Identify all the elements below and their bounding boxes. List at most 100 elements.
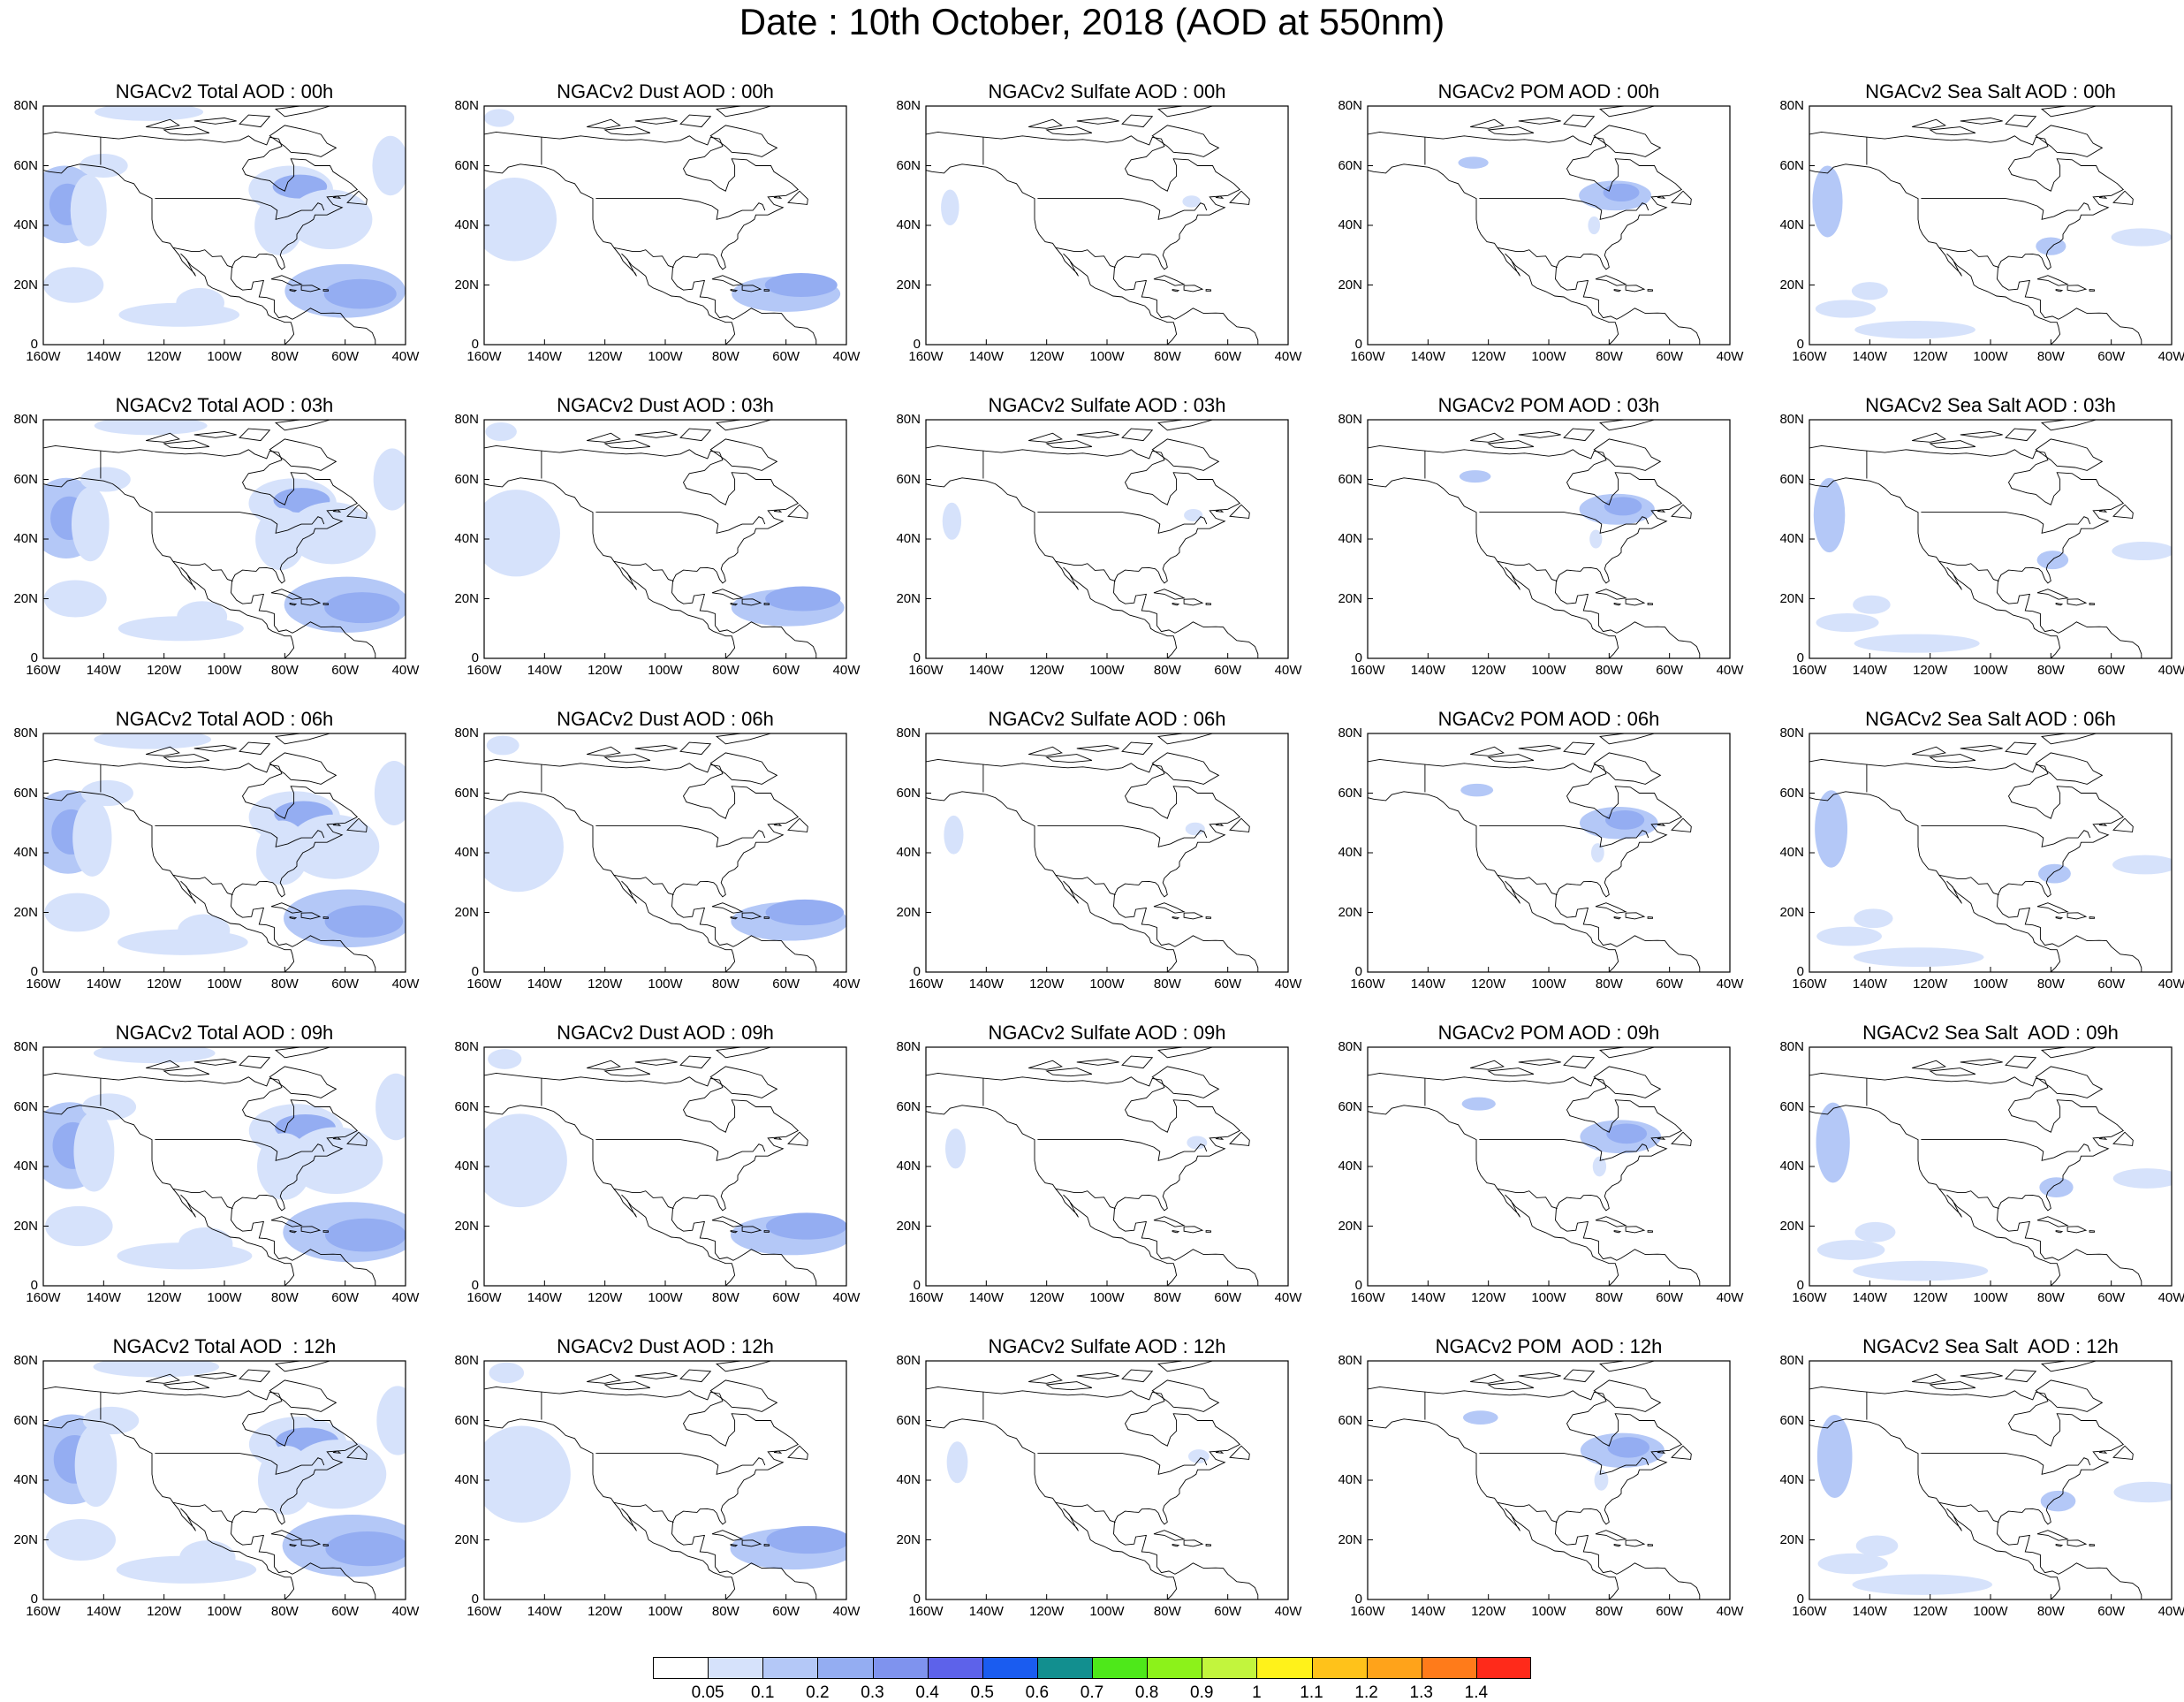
island-outline	[1045, 1068, 1093, 1077]
lon-label: 120W	[147, 663, 182, 678]
map-frame	[1367, 105, 1731, 346]
island-outline	[1028, 1060, 1063, 1070]
island-outline	[270, 589, 303, 600]
island-outline	[787, 1131, 808, 1146]
colorbar-label: 0.7	[1080, 1683, 1104, 1702]
island-outline	[1028, 1373, 1063, 1384]
lon-label: 160W	[908, 976, 944, 992]
panel-title: NGACv2 POM AOD : 09h	[1437, 1022, 1660, 1044]
lon-label: 40W	[2157, 976, 2184, 992]
island-outline	[322, 1230, 329, 1233]
lat-label: 60N	[13, 1412, 38, 1428]
lat-label: 80N	[1338, 412, 1362, 427]
island-outline	[1912, 118, 1946, 129]
island-outline	[1960, 1059, 2003, 1066]
island-outline	[711, 1530, 744, 1541]
aod-map	[42, 733, 406, 973]
island-outline	[1595, 275, 1627, 286]
lon-label: 40W	[391, 1290, 420, 1305]
lon-label: 120W	[1029, 349, 1065, 364]
aod-contour-region	[45, 1205, 113, 1247]
coastline	[484, 1418, 736, 1599]
island-outline	[587, 432, 621, 443]
lat-label: 60N	[1338, 1098, 1362, 1114]
island-outline	[289, 1230, 298, 1234]
island-outline	[1563, 741, 1596, 756]
lat-label: 20N	[896, 904, 921, 920]
island-outline	[1518, 1372, 1561, 1379]
coastline	[926, 477, 1178, 658]
island-outline	[163, 440, 210, 450]
aod-contour-region	[1462, 1410, 1498, 1425]
island-outline	[1121, 428, 1154, 442]
coastline	[1938, 560, 1999, 582]
coastline	[926, 163, 1178, 345]
lon-label: 60W	[772, 1290, 800, 1305]
island-outline	[1215, 1136, 1225, 1140]
lon-label: 40W	[391, 349, 420, 364]
lon-label: 120W	[1471, 349, 1506, 364]
coastline	[1938, 247, 1999, 269]
lat-label: 20N	[454, 590, 479, 606]
island-outline	[1028, 432, 1063, 443]
map-frame	[925, 419, 1289, 659]
panel-title: NGACv2 Dust AOD : 06h	[557, 708, 774, 730]
island-outline	[269, 125, 337, 157]
aod-contour-region	[1816, 612, 1879, 633]
island-outline	[2098, 823, 2108, 826]
island-outline	[709, 752, 778, 785]
coastline	[926, 791, 1178, 972]
island-outline	[2066, 598, 2088, 606]
lon-label: 100W	[1973, 1290, 2008, 1305]
island-outline	[2005, 741, 2037, 756]
aod-contour-region	[80, 779, 133, 807]
lat-label: 40N	[1779, 531, 1804, 546]
panel-title: NGACv2 Total AOD : 00h	[115, 80, 334, 103]
aod-contour-region	[1604, 809, 1645, 830]
lat-label: 80N	[13, 1039, 38, 1054]
lat-label: 40N	[13, 531, 38, 546]
island-outline	[730, 1230, 739, 1234]
island-outline	[1613, 916, 1622, 920]
island-outline	[2055, 603, 2064, 606]
map-frame	[925, 105, 1289, 346]
island-outline	[741, 1539, 762, 1547]
aod-contour-region	[95, 106, 204, 121]
lon-label: 80W	[2036, 663, 2065, 678]
island-outline	[332, 823, 342, 826]
aod-map	[1367, 419, 1731, 659]
island-outline	[679, 428, 712, 442]
lat-label: 0	[471, 650, 479, 665]
island-outline	[289, 289, 298, 293]
colorbar-label: 1.2	[1354, 1683, 1378, 1702]
coastline	[155, 198, 325, 220]
lat-label: 60N	[13, 785, 38, 801]
colorbar-swatch	[1202, 1657, 1257, 1679]
lat-label: 20N	[1779, 904, 1804, 920]
island-outline	[2098, 1136, 2108, 1140]
aod-contour-region	[93, 1047, 216, 1064]
coastline	[1938, 1188, 1999, 1210]
lat-label: 60N	[896, 157, 921, 173]
aod-contour-region	[288, 1127, 383, 1195]
island-outline	[1487, 126, 1535, 136]
lat-label: 40N	[454, 845, 479, 860]
colorbar-swatch	[1311, 1657, 1368, 1679]
island-outline	[2055, 1230, 2064, 1234]
island-outline	[603, 1381, 651, 1391]
island-outline	[1157, 106, 1213, 118]
map-frame	[925, 1360, 1289, 1600]
lon-label: 160W	[26, 1290, 61, 1305]
lon-label: 140W	[1852, 1290, 1887, 1305]
island-outline	[2089, 1230, 2095, 1233]
aod-contour-region	[94, 733, 212, 749]
colorbar-label: 0.3	[861, 1683, 884, 1702]
aod-contour-region	[1458, 156, 1489, 169]
colorbar-swatch	[982, 1657, 1038, 1679]
lon-label: 160W	[908, 1290, 944, 1305]
island-outline	[1151, 752, 1220, 785]
coastline	[43, 1072, 376, 1286]
island-outline	[300, 598, 322, 606]
lon-label: 60W	[2097, 663, 2126, 678]
aod-contour-region	[44, 893, 110, 932]
